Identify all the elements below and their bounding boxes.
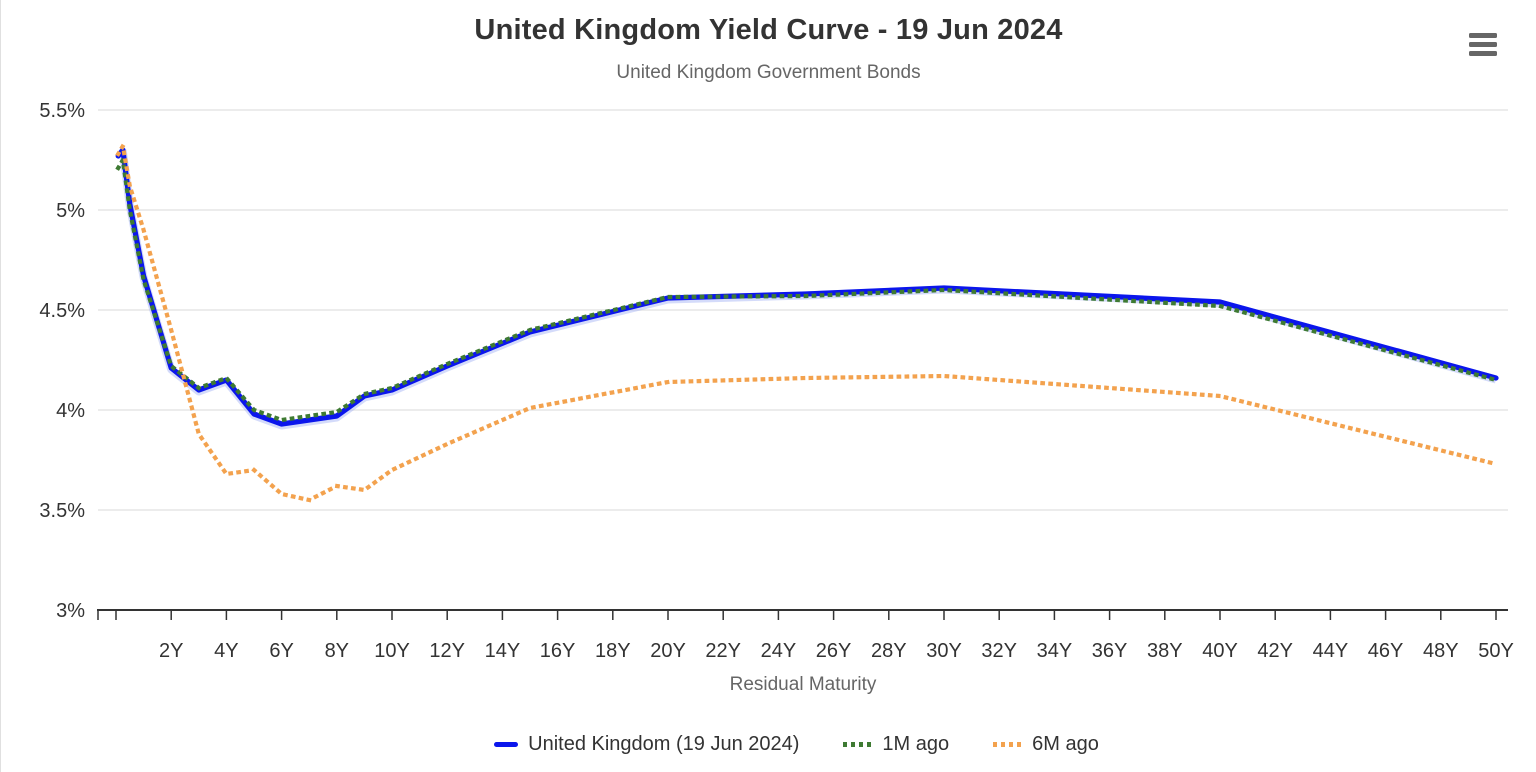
x-axis-label: 10Y: [374, 640, 410, 662]
x-axis-label: 6Y: [269, 640, 293, 662]
x-axis-label: 24Y: [761, 640, 797, 662]
x-axis-label: 36Y: [1092, 640, 1128, 662]
x-axis-label: 34Y: [1037, 640, 1073, 662]
y-axis-label: 3.5%: [39, 500, 85, 522]
chart-context-menu-button[interactable]: [1469, 33, 1497, 56]
x-axis-label: 48Y: [1423, 640, 1459, 662]
x-axis-label: 2Y: [159, 640, 183, 662]
x-axis-label: 42Y: [1257, 640, 1293, 662]
x-axis-label: 28Y: [871, 640, 907, 662]
chart-subtitle: United Kingdom Government Bonds: [616, 62, 921, 83]
x-axis-label: 8Y: [325, 640, 349, 662]
hamburger-icon: [1469, 42, 1497, 47]
legend-label: 1M ago: [882, 733, 950, 755]
series-1m-ago-line[interactable]: [115, 157, 1499, 423]
legend-label: United Kingdom (19 Jun 2024): [528, 733, 800, 755]
solid-line-swatch: [494, 742, 519, 747]
x-axis-label: 40Y: [1202, 640, 1238, 662]
x-axis-label: 12Y: [429, 640, 465, 662]
x-axis-label: 4Y: [214, 640, 238, 662]
legend-item-6m-ago[interactable]: 6M ago: [993, 733, 1099, 756]
dotted-line-swatch: [993, 742, 1023, 747]
x-axis-label: 44Y: [1313, 640, 1349, 662]
y-axis-label: 3%: [56, 600, 85, 622]
y-axis-label: 5.5%: [39, 100, 85, 122]
legend-label: 6M ago: [1032, 733, 1099, 755]
series-6m-ago-line[interactable]: [115, 143, 1499, 503]
x-axis-label: 50Y: [1478, 640, 1514, 662]
x-axis-label: 16Y: [540, 640, 576, 662]
x-axis-title: Residual Maturity: [729, 674, 877, 695]
chart-title: United Kingdom Yield Curve - 19 Jun 2024: [474, 14, 1063, 46]
x-axis-label: 46Y: [1368, 640, 1404, 662]
x-axis-label: 22Y: [705, 640, 741, 662]
series-united-kingdom-line[interactable]: [115, 147, 1499, 427]
x-axis-label: 38Y: [1147, 640, 1183, 662]
legend-item-united-kingdom[interactable]: United Kingdom (19 Jun 2024): [494, 733, 799, 756]
legend-item-1m-ago[interactable]: 1M ago: [843, 733, 949, 756]
hamburger-icon: [1469, 33, 1497, 38]
y-axis-label: 4%: [56, 400, 85, 422]
x-axis-label: 18Y: [595, 640, 631, 662]
y-axis-label: 4.5%: [39, 300, 85, 322]
dotted-line-swatch: [843, 742, 873, 747]
hamburger-icon: [1469, 51, 1497, 56]
x-axis-label: 14Y: [485, 640, 521, 662]
x-axis-label: 30Y: [926, 640, 962, 662]
x-axis-label: 20Y: [650, 640, 686, 662]
series-united-kingdom-halo: [115, 147, 1498, 430]
x-axis-label: 26Y: [816, 640, 852, 662]
y-axis-label: 5%: [56, 200, 85, 222]
x-axis-label: 32Y: [981, 640, 1017, 662]
chart-legend: United Kingdom (19 Jun 2024) 1M ago 6M a…: [1, 733, 1536, 756]
